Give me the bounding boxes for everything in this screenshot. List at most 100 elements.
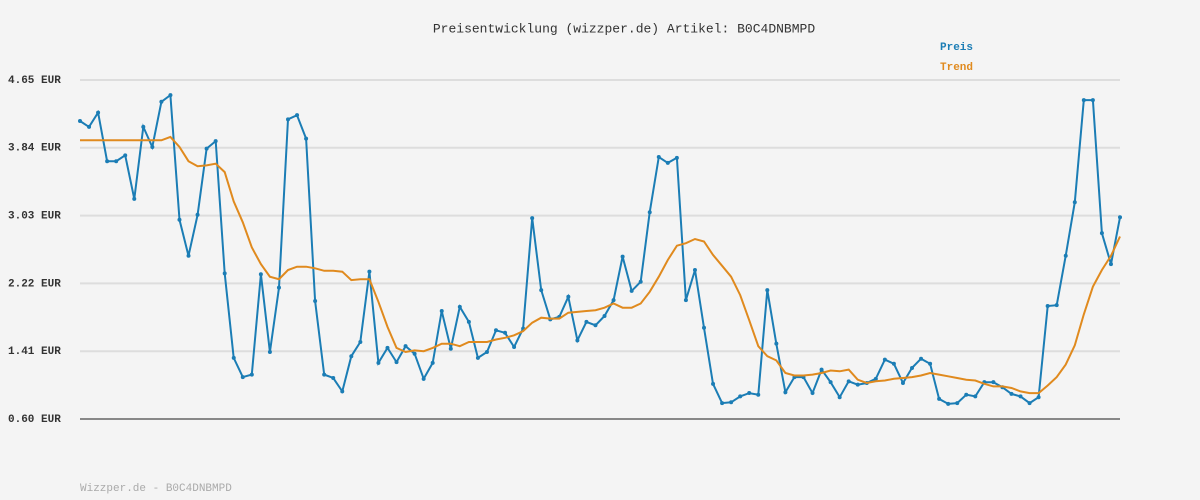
point	[105, 159, 110, 164]
point	[204, 146, 209, 151]
point	[837, 395, 842, 400]
point	[439, 309, 444, 314]
point	[919, 356, 924, 361]
point	[168, 93, 173, 98]
point	[304, 136, 309, 141]
point	[295, 113, 300, 118]
point	[1081, 98, 1086, 103]
point	[602, 314, 607, 319]
point	[114, 159, 119, 164]
y-tick-label: 3.03 EUR	[8, 211, 61, 223]
point	[1099, 231, 1104, 236]
y-tick-label: 0.60 EUR	[8, 414, 61, 426]
point	[756, 392, 761, 397]
point	[991, 380, 996, 385]
point	[150, 144, 155, 149]
point	[1063, 253, 1068, 258]
point	[358, 339, 363, 344]
point	[267, 350, 272, 355]
series-line	[80, 135, 1121, 395]
point	[258, 272, 263, 277]
point	[1018, 394, 1023, 399]
point	[964, 392, 969, 397]
point	[937, 396, 942, 401]
point	[1118, 215, 1122, 220]
point	[891, 361, 896, 366]
footer: Wizzper.de - B0C4DNBMPD	[80, 483, 232, 495]
point	[656, 155, 661, 160]
point	[123, 153, 128, 158]
point	[494, 328, 498, 333]
point	[1009, 391, 1014, 396]
point	[132, 196, 137, 201]
point	[702, 325, 706, 330]
point	[231, 355, 236, 360]
point	[484, 350, 489, 355]
point	[611, 298, 616, 303]
point	[711, 381, 716, 386]
point	[683, 298, 688, 303]
point	[340, 389, 345, 394]
point	[1027, 401, 1032, 406]
point	[222, 271, 227, 276]
point	[620, 254, 625, 259]
point	[394, 360, 399, 365]
point	[213, 139, 218, 144]
point	[882, 357, 887, 362]
point	[855, 382, 860, 387]
point	[900, 381, 905, 386]
point	[240, 375, 245, 380]
chart-title: Preisentwicklung (wizzper.de) Artikel: B…	[433, 21, 815, 36]
legend-label: Trend	[940, 62, 973, 74]
point	[530, 216, 535, 221]
y-tick-label: 1.41 EUR	[8, 346, 61, 358]
point	[765, 288, 770, 293]
point	[96, 110, 101, 115]
y-tick-label: 4.65 EUR	[8, 75, 61, 87]
point	[1045, 304, 1050, 308]
point	[78, 119, 82, 124]
point	[331, 375, 336, 380]
point	[955, 401, 960, 406]
point	[819, 367, 824, 372]
point	[448, 346, 453, 351]
point	[810, 391, 815, 396]
point	[159, 99, 164, 104]
point	[738, 394, 743, 399]
point	[946, 401, 951, 406]
point	[1090, 98, 1095, 103]
point	[349, 354, 354, 359]
point	[385, 345, 390, 350]
y-tick-label: 2.22 EUR	[8, 278, 61, 290]
point	[412, 351, 417, 356]
point	[249, 372, 254, 377]
point	[322, 372, 327, 377]
legend-label: Preis	[940, 42, 973, 54]
point	[665, 160, 670, 165]
point	[186, 253, 191, 258]
point	[692, 268, 697, 273]
point	[313, 298, 318, 303]
point	[539, 288, 544, 293]
point	[286, 117, 290, 122]
point	[674, 155, 679, 160]
point	[403, 344, 408, 349]
point	[276, 285, 281, 290]
point	[846, 379, 851, 384]
point	[1036, 395, 1041, 400]
point	[593, 323, 598, 328]
point	[828, 380, 833, 385]
point	[421, 376, 426, 381]
point	[729, 400, 734, 405]
point	[430, 360, 435, 365]
point	[973, 394, 978, 399]
point	[910, 365, 914, 370]
point	[1072, 200, 1077, 205]
point	[1108, 262, 1113, 267]
point	[783, 390, 788, 395]
point	[475, 355, 480, 360]
point	[647, 210, 652, 215]
point	[629, 288, 634, 293]
y-tick-label: 3.84 EUR	[8, 143, 61, 155]
